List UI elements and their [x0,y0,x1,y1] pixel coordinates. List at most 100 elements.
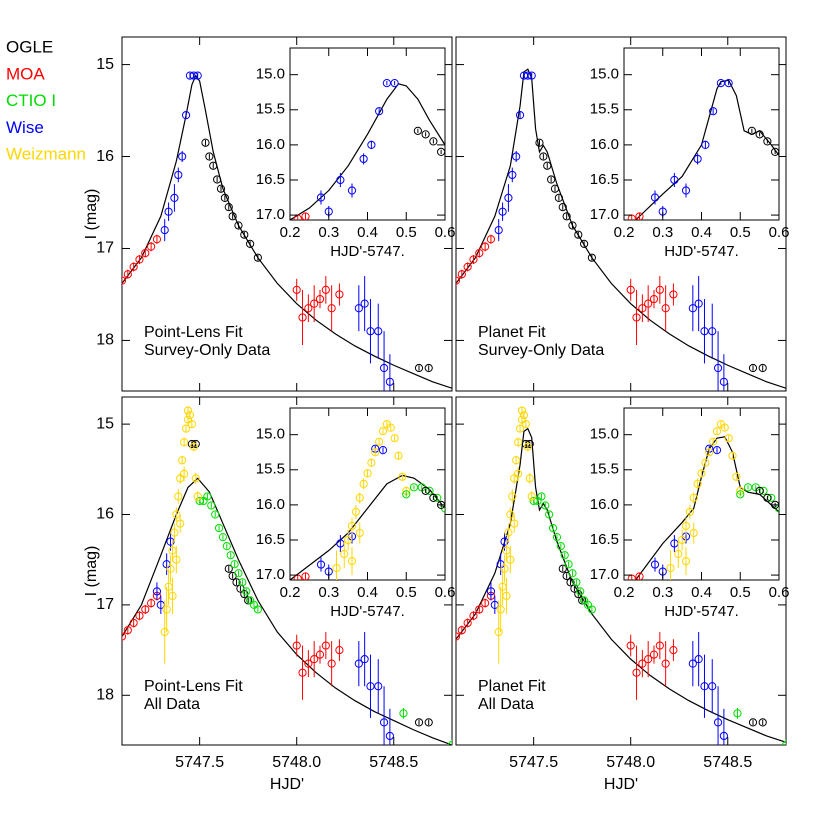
data-point [708,327,717,336]
data-point [170,528,179,537]
x-tick-label: 0.6 [769,584,790,601]
data-point [360,299,369,308]
data-point [336,175,345,185]
data-point [457,626,466,635]
data-point [560,551,569,560]
data-point [240,230,249,239]
data-point [719,377,728,386]
data-layer [627,79,779,220]
y-tick-label: 17.0 [256,206,285,223]
annotation: Point-Lens Fit [144,324,243,341]
inset: 0.2 0.3 0.4 0.5 0.6 15.0 15.5 16.0 16.5 17.0 HJD'-… [590,407,790,620]
data-point [298,668,307,677]
data-point [335,645,344,655]
data-point [519,410,529,420]
data-point [626,285,635,294]
data-point [763,493,772,502]
data-point [122,276,127,285]
data-point [424,363,433,373]
x-tick-label: 0.3 [318,584,339,601]
data-point [193,71,202,80]
data-point [510,519,519,528]
annotation: Survey-Only Data [144,342,270,359]
data-point [310,299,319,308]
data-point [564,560,573,569]
data-point [512,152,521,161]
data-point [758,363,767,373]
data-point [414,718,424,727]
y-tick-label: 16.0 [256,496,285,513]
data-point [232,578,241,587]
plot-area [623,407,780,581]
data-point [327,304,336,313]
y-tick-label: 15 [96,415,114,432]
data-point [360,655,369,664]
data-point [340,549,349,559]
x-tick-label: 0.5 [396,584,417,601]
data-point [568,221,577,230]
data-point [494,627,503,637]
data-point [701,140,710,149]
data-point [189,442,198,451]
x-tick-label: 0.4 [357,224,378,241]
data-point [716,79,725,88]
plot-area [455,36,787,392]
data-point [475,248,484,258]
x-tick-label: 0.5 [730,224,751,241]
data-layer [627,420,779,580]
data-point [666,563,675,573]
data-point [354,304,363,313]
data-point [354,659,363,668]
data-point [556,542,565,551]
x-tick-label: 5747.5 [175,754,224,771]
data-point [635,212,644,220]
data-point [670,175,679,185]
data-point [178,152,187,161]
data-point [292,641,301,650]
data-point [174,170,183,180]
data-point [185,410,195,420]
data-point [537,492,546,501]
data-point [508,170,517,180]
data-point [674,549,683,559]
x-tick-label: 0.2 [280,584,301,601]
y-tick-label: 15.5 [256,461,285,478]
data-point [724,434,733,443]
data-point [226,551,235,560]
data-point [502,591,511,600]
data-point [228,212,237,221]
data-point [481,242,490,251]
x-tick-label: 0.4 [691,224,712,241]
data-point [141,248,150,258]
y-tick-label: 16.0 [256,136,285,153]
data-point [525,439,534,449]
data-point [635,572,644,580]
data-point [147,598,156,608]
data-point [374,682,383,691]
data-point [755,486,764,495]
data-point [469,611,478,620]
data-point [558,203,567,212]
model-curve [635,79,779,220]
data-point [162,605,171,614]
annotation: All Data [144,696,200,713]
data-point [193,492,202,501]
y-tick-label: 16.0 [590,496,619,513]
data-point [736,490,745,499]
data-point [347,186,357,195]
data-point [414,363,424,373]
data-point [315,294,325,304]
data-point [178,456,187,465]
x-axis-label: HJD'-5747. [330,243,405,260]
data-point [743,483,753,492]
data-point [187,420,196,429]
data-point [655,285,664,294]
data-point [205,152,214,161]
data-point [694,655,703,664]
data-point [517,406,527,415]
data-point [525,474,534,483]
data-point [693,479,702,488]
y-tick-label: 16 [96,148,114,165]
y-tick-label: 15.0 [590,426,619,443]
